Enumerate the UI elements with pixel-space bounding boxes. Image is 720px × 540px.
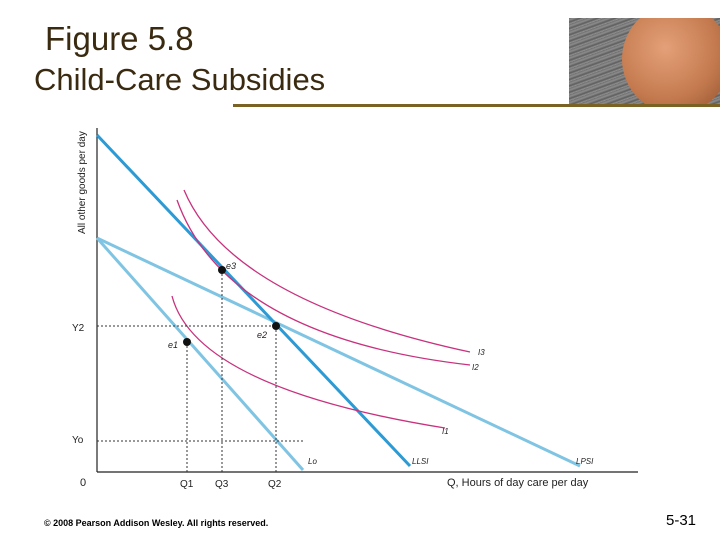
slide-subtitle: Child-Care Subsidies [34, 62, 326, 97]
tick-q2: Q2 [268, 479, 282, 490]
photo-border [567, 104, 720, 107]
label-llsi: LLSI [412, 457, 429, 466]
rock-image [622, 18, 720, 104]
copyright-footer: © 2008 Pearson Addison Wesley. All right… [44, 518, 269, 528]
tick-y2: Y2 [72, 323, 85, 334]
label-e2: e2 [257, 330, 267, 340]
slide-title: Figure 5.8 [45, 20, 194, 57]
budget-line-lpsi [96, 236, 581, 468]
point-e3 [218, 266, 226, 274]
decorative-photo [569, 18, 720, 104]
tick-q1: Q1 [180, 479, 194, 490]
label-lpsi: LPSI [576, 457, 594, 466]
title-rule [233, 104, 569, 107]
origin-label: 0 [80, 477, 86, 489]
indifference-curve-i2 [176, 199, 471, 366]
y-axis-label: All other goods per day [77, 131, 88, 234]
budget-line-lo [95, 237, 305, 471]
tick-q3: Q3 [215, 479, 229, 490]
page-number: 5-31 [666, 512, 697, 529]
tick-yo: Yo [72, 435, 84, 446]
label-i1: I1 [442, 427, 449, 436]
label-e1: e1 [168, 340, 178, 350]
label-lo: Lo [308, 457, 317, 466]
label-i2: I2 [472, 363, 479, 372]
x-axis-label: Q, Hours of day care per day [447, 477, 589, 489]
point-e1 [183, 338, 191, 346]
point-e2 [272, 322, 280, 330]
label-i3: I3 [478, 348, 485, 357]
label-e3: e3 [226, 261, 236, 271]
indifference-curve-i3 [183, 189, 471, 353]
indifference-curve-i1 [171, 295, 446, 429]
